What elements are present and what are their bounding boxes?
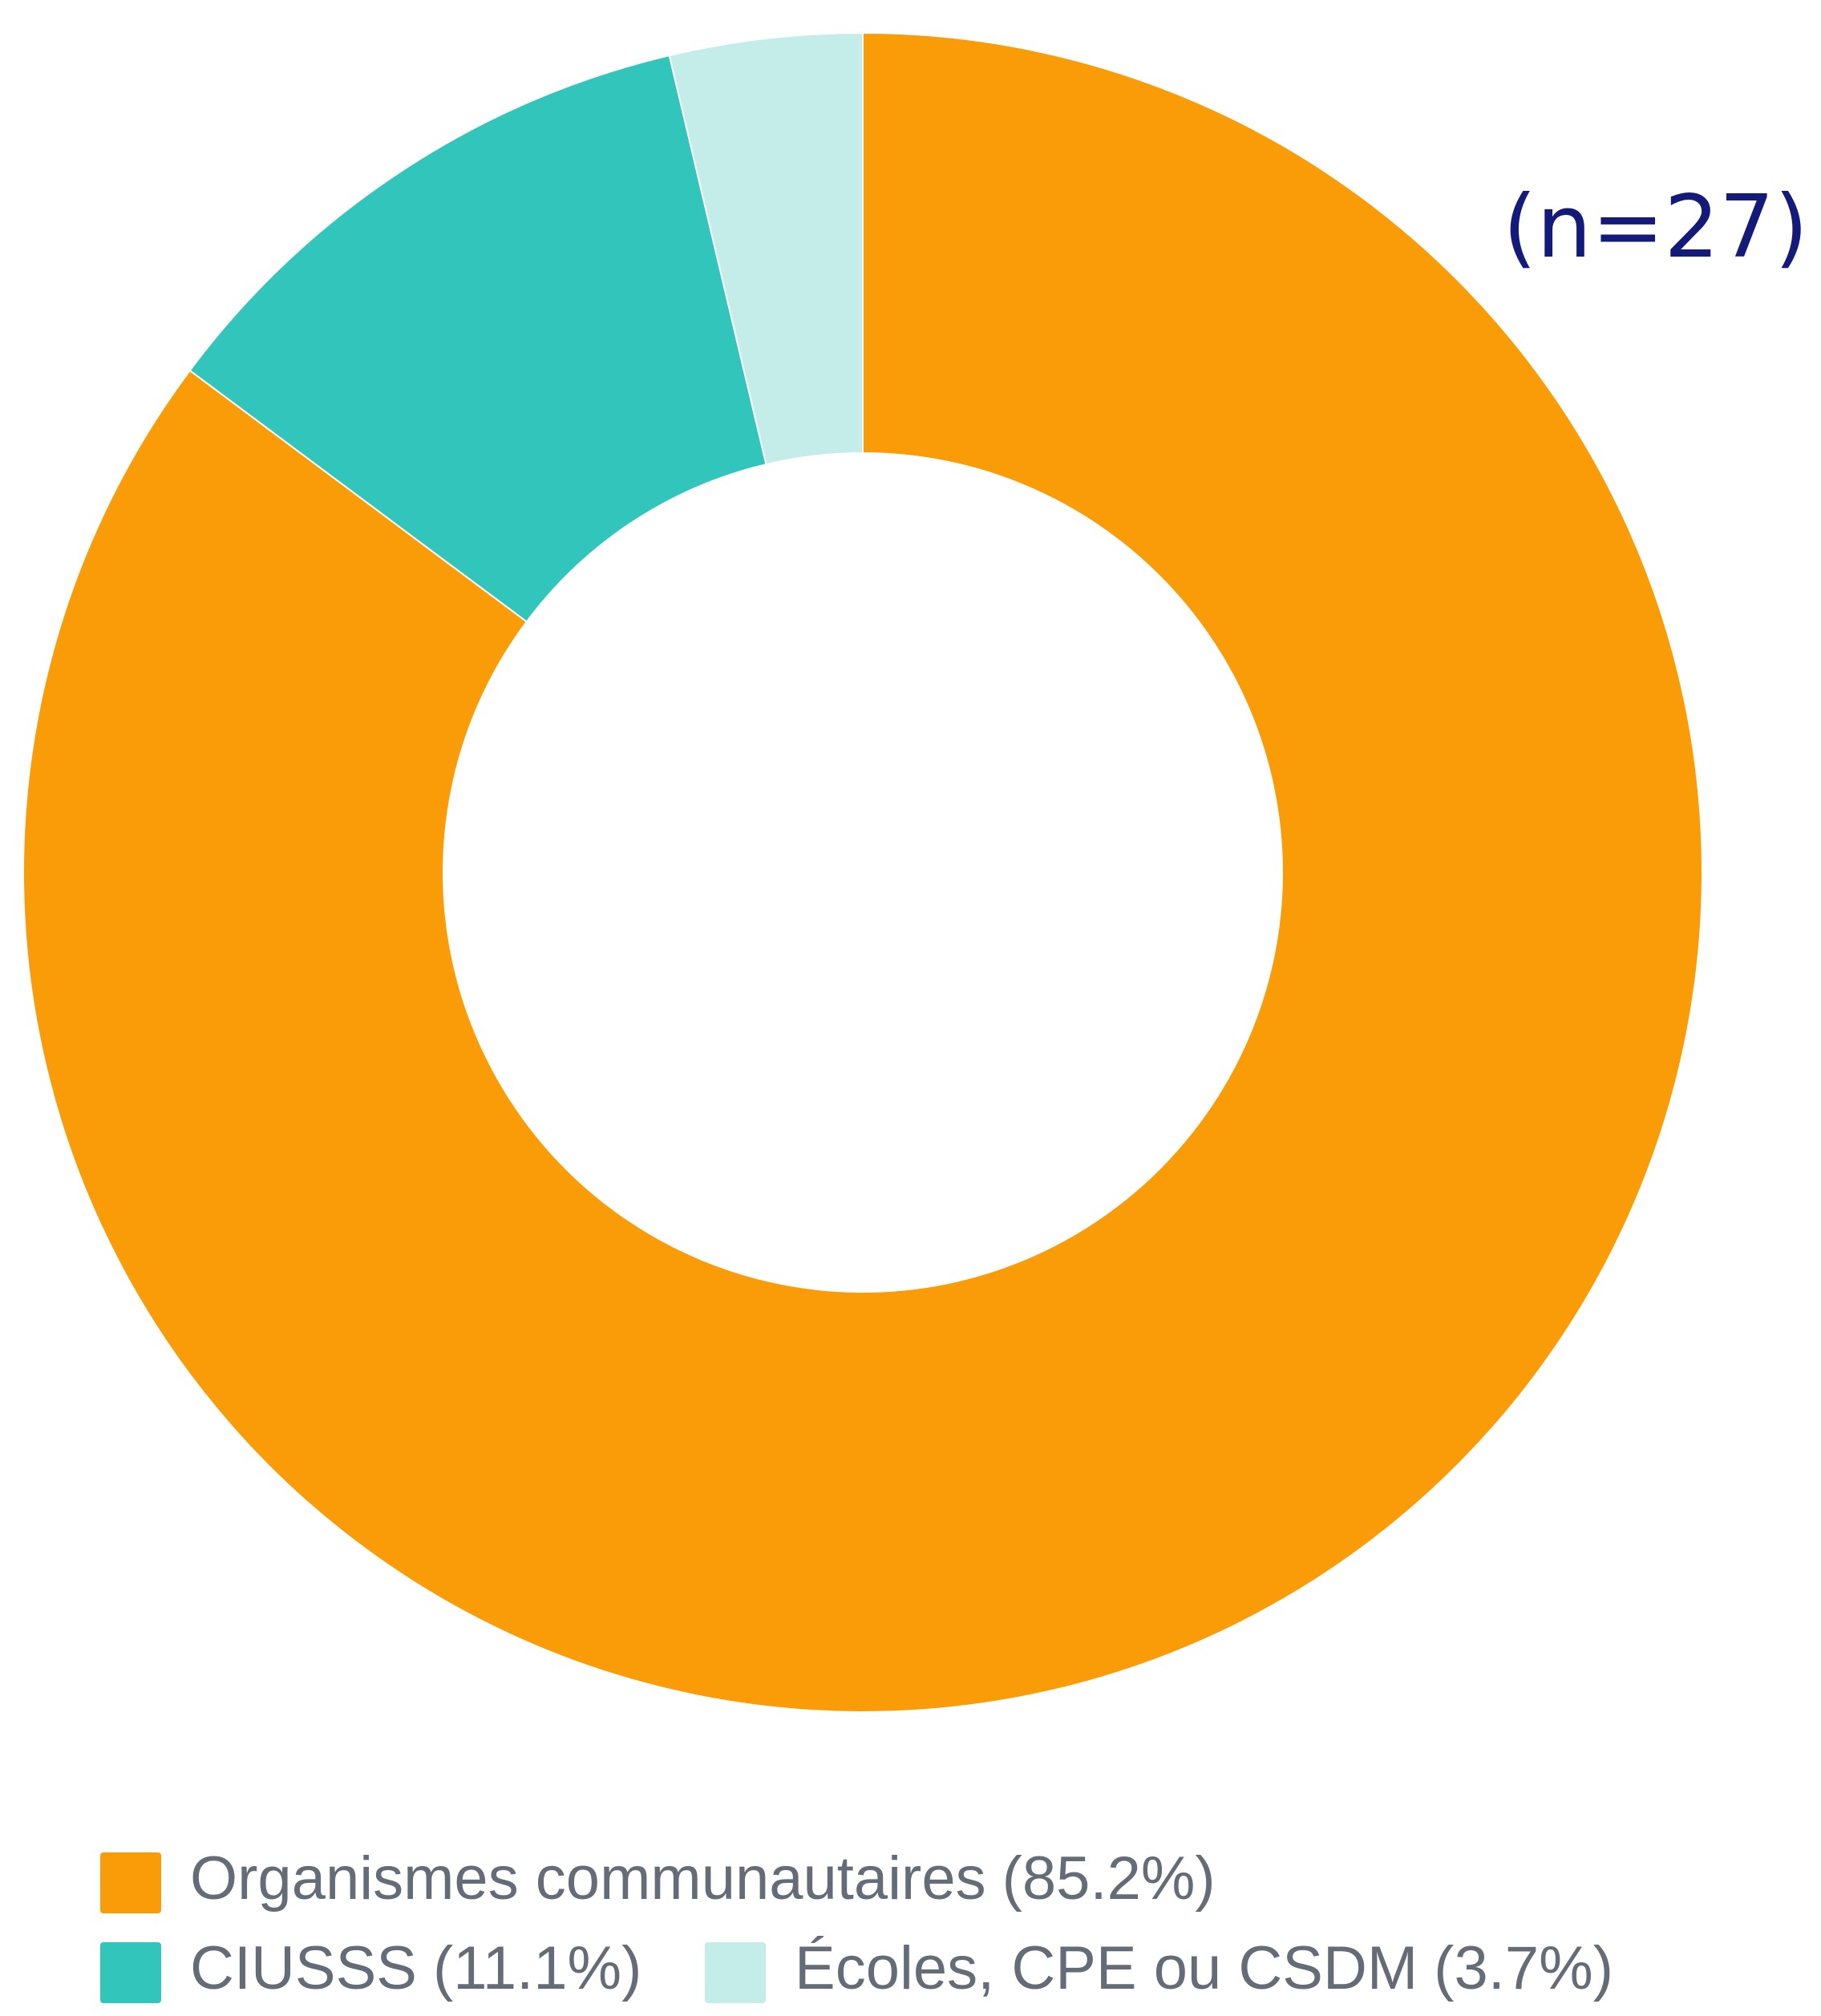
legend-value: (3.7%): [1434, 1934, 1613, 2002]
legend-label: CIUSSS (11.1%): [190, 1934, 641, 2002]
donut-slice: [22, 31, 1703, 1713]
legend-category: Écoles, CPE ou CSDM: [795, 1934, 1418, 2002]
donut-slice: [188, 54, 767, 623]
legend-category: CIUSSS: [190, 1934, 417, 2002]
legend-value: (11.1%): [433, 1934, 641, 2002]
donut-slice: [668, 31, 864, 466]
legend-label: Écoles, CPE ou CSDM (3.7%): [795, 1934, 1613, 2002]
legend-swatch: [100, 1852, 161, 1913]
legend-swatch: [705, 1942, 766, 2003]
legend-category: Organismes communautaires: [190, 1844, 986, 1913]
legend-label: Organismes communautaires (85.2%): [190, 1844, 1216, 1913]
sample-size: (n=27): [1503, 177, 1808, 277]
legend-swatch: [100, 1942, 161, 2003]
legend-value: (85.2%): [1002, 1844, 1216, 1913]
